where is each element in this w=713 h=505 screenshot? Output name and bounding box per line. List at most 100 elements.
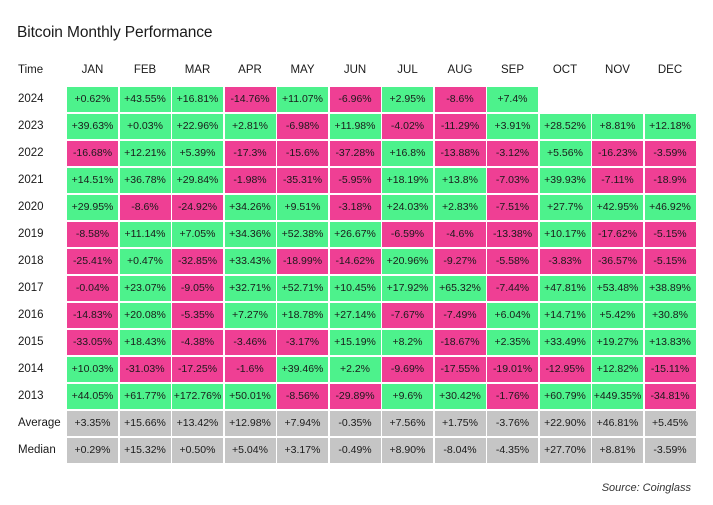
cell-median-nov: +8.81% (592, 438, 643, 463)
cell-2023-may: -6.98% (277, 114, 328, 139)
row-label-2020: 2020 (18, 201, 44, 213)
cell-2017-sep: -7.44% (487, 276, 538, 301)
cell-2021-dec: -18.9% (644, 168, 696, 193)
cell-median-feb: +15.32% (119, 438, 171, 463)
cell-average-jun: -0.35% (329, 411, 381, 436)
cell-2020-oct: +27.7% (539, 195, 591, 220)
cell-2015-oct: +33.49% (539, 330, 591, 355)
cell-median-jan: +0.29% (67, 438, 118, 463)
cell-2024-apr: -14.76% (224, 87, 276, 112)
cell-2015-feb: +18.43% (119, 330, 171, 355)
column-header-mar: MAR (184, 64, 211, 76)
cell-2023-oct: +28.52% (539, 114, 591, 139)
cell-2016-nov: +5.42% (592, 303, 643, 328)
cell-2024-oct (540, 87, 591, 112)
cell-2021-feb: +36.78% (119, 168, 171, 193)
cell-2014-may: +39.46% (277, 357, 328, 382)
cell-2016-feb: +20.08% (119, 303, 171, 328)
cell-2017-feb: +23.07% (119, 276, 171, 301)
column-header-jul: JUL (397, 64, 418, 76)
cell-2021-jan: +14.51% (67, 168, 118, 193)
row-label-2016: 2016 (18, 309, 44, 321)
cell-2015-may: -3.17% (277, 330, 328, 355)
cell-2022-jun: -37.28% (329, 141, 381, 166)
cell-average-oct: +22.90% (539, 411, 591, 436)
cell-2013-feb: +61.77% (119, 384, 171, 409)
cell-2021-nov: -7.11% (592, 168, 643, 193)
cell-2019-mar: +7.05% (172, 222, 223, 247)
cell-average-feb: +15.66% (119, 411, 171, 436)
cell-median-jul: +8.90% (382, 438, 433, 463)
cell-2016-jan: -14.83% (67, 303, 118, 328)
cell-2022-jul: +16.8% (382, 141, 433, 166)
cell-2022-sep: -3.12% (487, 141, 538, 166)
cell-2013-apr: +50.01% (224, 384, 276, 409)
cell-2014-jul: -9.69% (382, 357, 433, 382)
row-label-2019: 2019 (18, 228, 44, 240)
cell-2024-aug: -8.6% (434, 87, 486, 112)
row-label-2022: 2022 (18, 147, 44, 159)
cell-2022-may: -15.6% (277, 141, 328, 166)
cell-2016-may: +18.78% (277, 303, 328, 328)
cell-average-nov: +46.81% (592, 411, 643, 436)
cell-2019-dec: -5.15% (644, 222, 696, 247)
cell-2023-sep: +3.91% (487, 114, 538, 139)
cell-2018-apr: +33.43% (224, 249, 276, 274)
cell-2023-dec: +12.18% (644, 114, 696, 139)
cell-2014-mar: -17.25% (172, 357, 223, 382)
cell-2013-jul: +9.6% (382, 384, 433, 409)
cell-2013-nov: +449.35% (592, 384, 643, 409)
cell-2015-jun: +15.19% (329, 330, 381, 355)
row-label-2023: 2023 (18, 120, 44, 132)
cell-2013-mar: +172.76% (172, 384, 223, 409)
cell-2021-mar: +29.84% (172, 168, 223, 193)
cell-2020-nov: +42.95% (592, 195, 643, 220)
source-note: Source: Coinglass (601, 482, 691, 494)
cell-2015-sep: +2.35% (487, 330, 538, 355)
column-header-dec: DEC (657, 64, 683, 76)
column-header-aug: AUG (447, 64, 473, 76)
cell-2023-mar: +22.96% (172, 114, 223, 139)
cell-2015-jan: -33.05% (67, 330, 118, 355)
cell-average-apr: +12.98% (224, 411, 276, 436)
cell-2014-sep: -19.01% (487, 357, 538, 382)
cell-median-jun: -0.49% (329, 438, 381, 463)
cell-2022-mar: +5.39% (172, 141, 223, 166)
cell-2015-nov: +19.27% (592, 330, 643, 355)
cell-2017-jun: +10.45% (329, 276, 381, 301)
cell-2017-may: +52.71% (277, 276, 328, 301)
cell-2018-jan: -25.41% (67, 249, 118, 274)
cell-2019-jan: -8.58% (67, 222, 118, 247)
cell-2024-jun: -6.96% (329, 87, 381, 112)
cell-2014-nov: +12.82% (592, 357, 643, 382)
cell-2013-may: -8.56% (277, 384, 328, 409)
row-label-2013: 2013 (18, 390, 44, 402)
row-label-2017: 2017 (18, 282, 44, 294)
cell-2017-dec: +38.89% (644, 276, 696, 301)
cell-2021-jul: +18.19% (382, 168, 433, 193)
cell-2021-apr: -1.98% (224, 168, 276, 193)
cell-2022-dec: -3.59% (644, 141, 696, 166)
cell-2018-nov: -36.57% (592, 249, 643, 274)
cell-2014-apr: -1.6% (224, 357, 276, 382)
cell-2021-may: -35.31% (277, 168, 328, 193)
cell-2014-jan: +10.03% (67, 357, 118, 382)
cell-2021-sep: -7.03% (487, 168, 538, 193)
cell-2023-jun: +11.98% (329, 114, 381, 139)
cell-2022-aug: -13.88% (434, 141, 486, 166)
cell-2018-oct: -3.83% (539, 249, 591, 274)
cell-2020-jun: -3.18% (329, 195, 381, 220)
cell-2024-jul: +2.95% (382, 87, 433, 112)
cell-2022-feb: +12.21% (119, 141, 171, 166)
cell-2017-nov: +53.48% (592, 276, 643, 301)
row-label-2021: 2021 (18, 174, 44, 186)
cell-2018-aug: -9.27% (434, 249, 486, 274)
cell-average-aug: +1.75% (434, 411, 486, 436)
cell-2024-jan: +0.62% (67, 87, 118, 112)
cell-2020-may: +9.51% (277, 195, 328, 220)
cell-2016-apr: +7.27% (224, 303, 276, 328)
cell-2020-dec: +46.92% (644, 195, 696, 220)
chart-title: Bitcoin Monthly Performance (17, 24, 213, 41)
cell-2024-dec (645, 87, 696, 112)
cell-2019-may: +52.38% (277, 222, 328, 247)
